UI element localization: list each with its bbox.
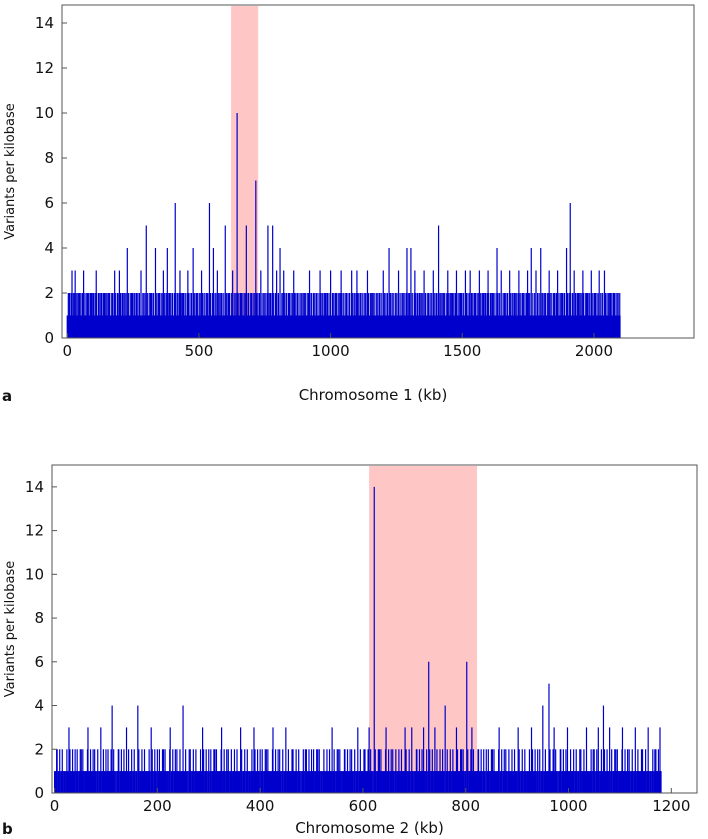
x-tick-label: 0 [50,797,60,815]
x-tick-labels: 0 200 400 600 800 1000 1200 [50,788,690,815]
y-tick-label: 2 [44,284,54,302]
x-tick-label: 0 [62,342,72,360]
y-tick-label: 6 [44,194,54,212]
y-tick-label: 4 [34,697,44,715]
y-tick-label: 8 [44,149,54,167]
y-tick-label: 10 [35,104,54,122]
x-tick-label: 500 [185,342,214,360]
x-tick-label: 1200 [652,797,690,815]
highlight-region [231,6,259,338]
y-tick-label: 14 [25,478,44,496]
y-tick-label: 0 [44,329,54,347]
x-tick-label: 600 [349,797,378,815]
x-tick-label: 400 [246,797,275,815]
y-tick-label: 4 [44,239,54,257]
chart-panel-b: 0 2 4 6 8 10 12 14 0 200 400 600 800 1000 1200 Varian… [2,464,698,838]
bar-series [66,113,621,338]
x-tick-label: 1000 [312,342,350,360]
bar-series [53,486,662,793]
y-axis-label: Variants per kilobase [3,561,18,697]
y-tick-label: 10 [25,565,44,583]
x-tick-labels: 0 500 1000 1500 2000 [62,333,613,360]
plot-frame [61,4,695,339]
y-tick-label: 2 [34,740,44,758]
y-tick-label: 12 [35,59,54,77]
y-tick-labels: 0 2 4 6 8 10 12 14 [25,478,57,802]
x-tick-label: 1500 [443,342,481,360]
panel-label-b: b [2,820,13,838]
y-tick-labels: 0 2 4 6 8 10 12 14 [35,14,67,347]
x-tick-label: 200 [143,797,172,815]
y-tick-label: 14 [35,14,54,32]
panel-label-a: a [2,387,12,405]
y-tick-label: 12 [25,522,44,540]
x-axis-label: Chromosome 2 (kb) [295,819,444,837]
chart-panel-a: 0 2 4 6 8 10 12 14 0 500 1000 1500 2000 Variants pe… [2,4,695,405]
x-tick-label: 2000 [575,342,613,360]
highlight-band [231,6,259,338]
y-tick-label: 0 [34,784,44,802]
y-tick-label: 6 [34,653,44,671]
x-tick-label: 800 [451,797,480,815]
plot-frame [51,464,698,794]
x-axis-label: Chromosome 1 (kb) [299,386,448,404]
x-tick-label: 1000 [549,797,587,815]
y-axis-label: Variants per kilobase [3,103,18,239]
y-tick-label: 8 [34,609,44,627]
